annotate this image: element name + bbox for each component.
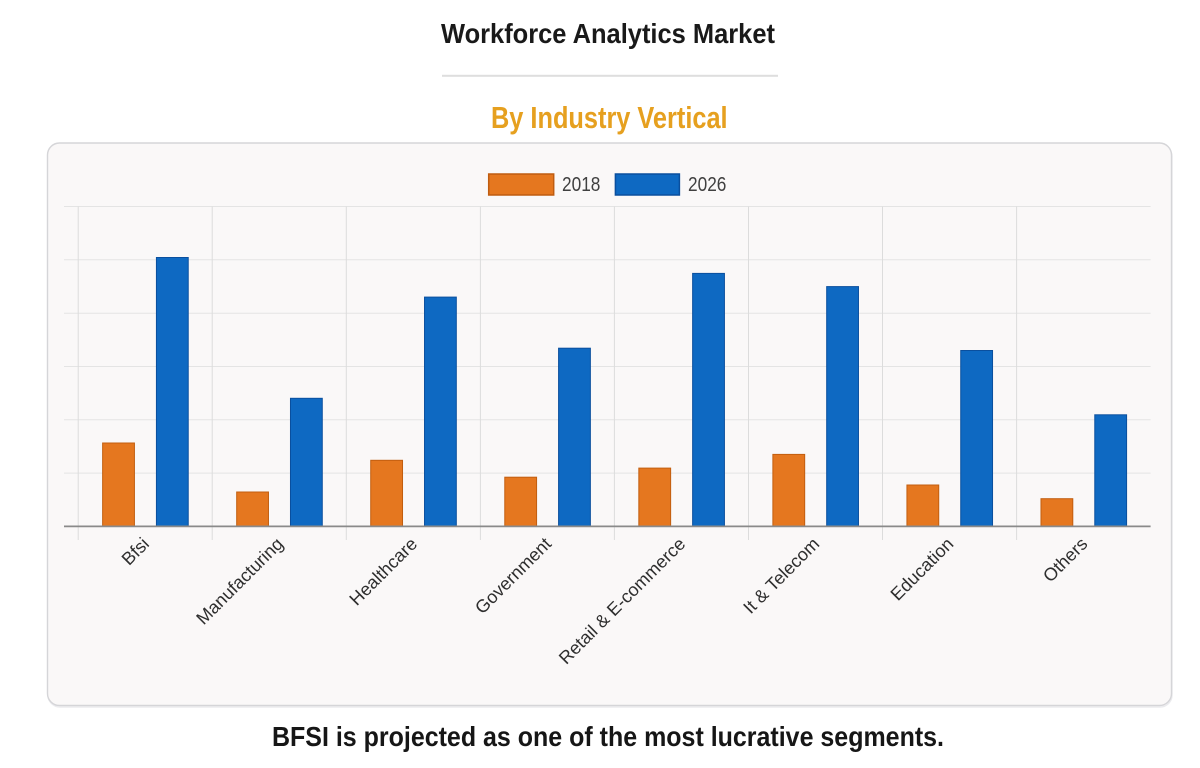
svg-text:BFSI is projected as one of th: BFSI is projected as one of the most luc… — [272, 721, 944, 752]
svg-text:By Industry Vertical: By Industry Vertical — [491, 101, 728, 135]
svg-text:2026: 2026 — [688, 174, 726, 196]
svg-text:Workforce Analytics Market: Workforce Analytics Market — [441, 18, 775, 49]
svg-text:2018: 2018 — [562, 174, 600, 196]
